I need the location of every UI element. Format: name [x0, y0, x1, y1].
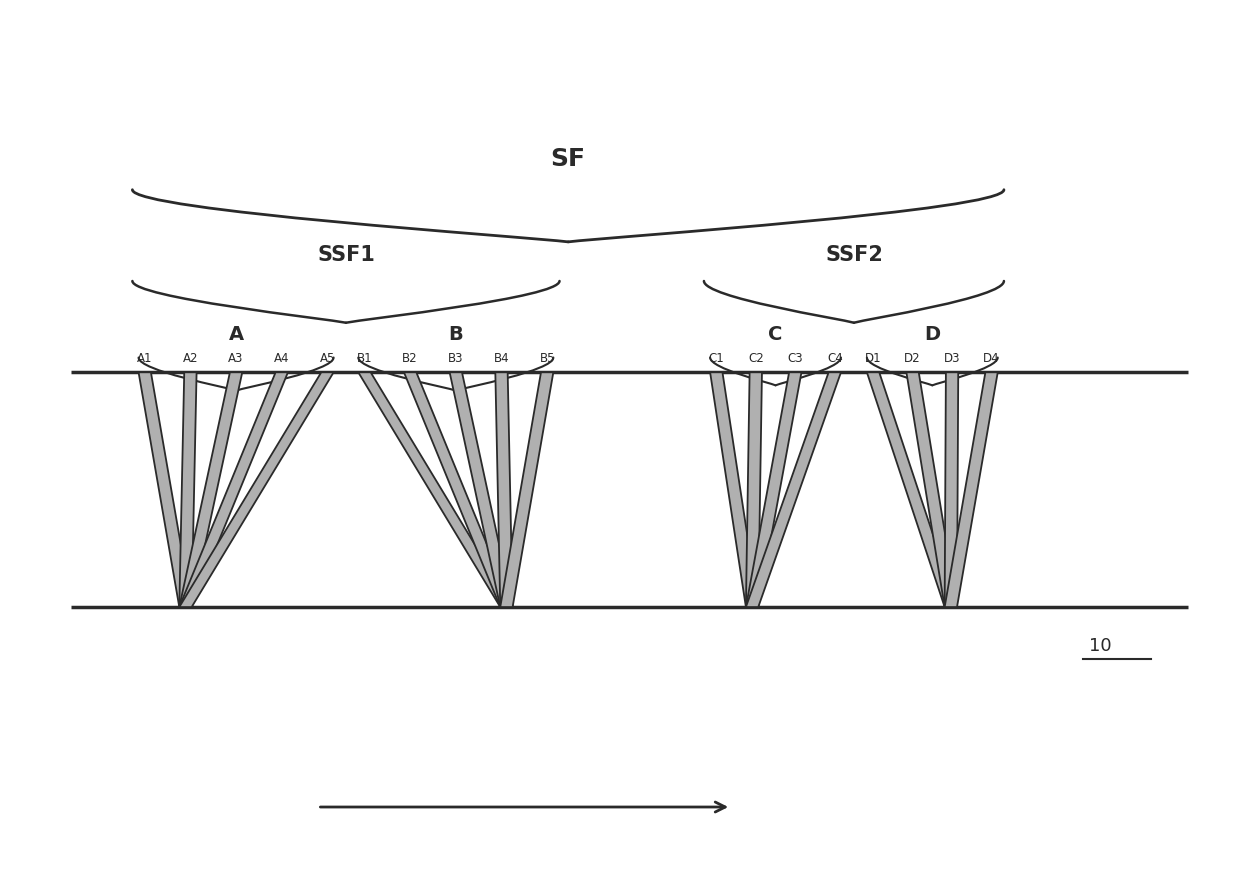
- Text: D: D: [924, 326, 940, 345]
- Text: A4: A4: [274, 353, 289, 366]
- Text: B3: B3: [448, 353, 464, 366]
- Polygon shape: [746, 372, 841, 607]
- Polygon shape: [746, 372, 801, 607]
- Polygon shape: [495, 372, 512, 607]
- Polygon shape: [404, 372, 512, 607]
- Text: SSF2: SSF2: [826, 245, 883, 265]
- Polygon shape: [180, 372, 288, 607]
- Text: C4: C4: [827, 353, 843, 366]
- Polygon shape: [867, 372, 957, 607]
- Text: A2: A2: [182, 353, 198, 366]
- Text: D2: D2: [904, 353, 921, 366]
- Text: A: A: [228, 326, 243, 345]
- Text: C1: C1: [708, 353, 724, 366]
- Text: D3: D3: [944, 353, 960, 366]
- Text: 10: 10: [1089, 637, 1112, 654]
- Text: B1: B1: [357, 353, 372, 366]
- Text: SSF1: SSF1: [317, 245, 374, 265]
- Polygon shape: [139, 372, 192, 607]
- Text: B5: B5: [539, 353, 556, 366]
- Text: C2: C2: [748, 353, 764, 366]
- Polygon shape: [180, 372, 242, 607]
- Text: B2: B2: [402, 353, 418, 366]
- Polygon shape: [180, 372, 197, 607]
- Text: A5: A5: [320, 353, 335, 366]
- Text: A1: A1: [136, 353, 153, 366]
- Text: B: B: [449, 326, 464, 345]
- Polygon shape: [180, 372, 334, 607]
- Polygon shape: [906, 372, 957, 607]
- Text: B4: B4: [494, 353, 510, 366]
- Polygon shape: [450, 372, 512, 607]
- Polygon shape: [500, 372, 553, 607]
- Text: SF: SF: [551, 147, 585, 171]
- Polygon shape: [711, 372, 758, 607]
- Text: C: C: [769, 326, 782, 345]
- Polygon shape: [945, 372, 959, 607]
- Text: D1: D1: [864, 353, 882, 366]
- Polygon shape: [746, 372, 761, 607]
- Text: D4: D4: [983, 353, 999, 366]
- Polygon shape: [945, 372, 998, 607]
- Text: A3: A3: [228, 353, 244, 366]
- Polygon shape: [358, 372, 512, 607]
- Text: C3: C3: [787, 353, 804, 366]
